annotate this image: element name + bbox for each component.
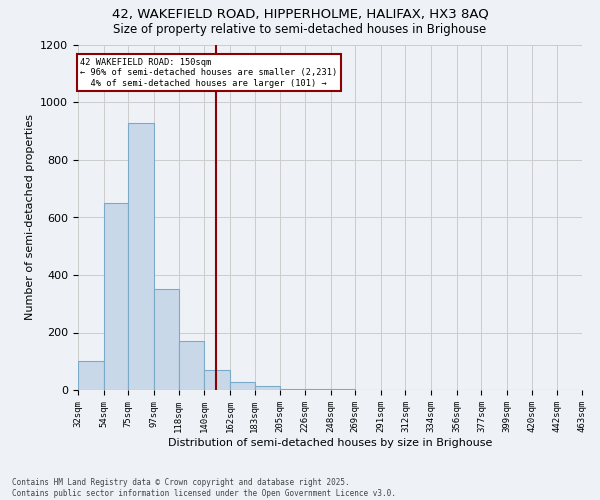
Bar [128, 122, 154, 390]
Bar [104, 203, 128, 390]
Bar [154, 290, 179, 390]
Bar [254, 386, 280, 390]
Text: Contains HM Land Registry data © Crown copyright and database right 2025.
Contai: Contains HM Land Registry data © Crown c… [12, 478, 396, 498]
X-axis label: Distribution of semi-detached houses by size in Brighouse: Distribution of semi-detached houses by … [168, 438, 492, 448]
Text: Size of property relative to semi-detached houses in Brighouse: Size of property relative to semi-detach… [113, 22, 487, 36]
Bar [78, 361, 104, 390]
Y-axis label: Number of semi-detached properties: Number of semi-detached properties [25, 114, 35, 320]
Bar [280, 388, 305, 390]
Bar [230, 382, 254, 390]
Text: 42 WAKEFIELD ROAD: 150sqm
← 96% of semi-detached houses are smaller (2,231)
  4%: 42 WAKEFIELD ROAD: 150sqm ← 96% of semi-… [80, 58, 338, 88]
Bar [305, 389, 331, 390]
Bar [179, 341, 204, 390]
Text: 42, WAKEFIELD ROAD, HIPPERHOLME, HALIFAX, HX3 8AQ: 42, WAKEFIELD ROAD, HIPPERHOLME, HALIFAX… [112, 8, 488, 20]
Bar [204, 370, 230, 390]
